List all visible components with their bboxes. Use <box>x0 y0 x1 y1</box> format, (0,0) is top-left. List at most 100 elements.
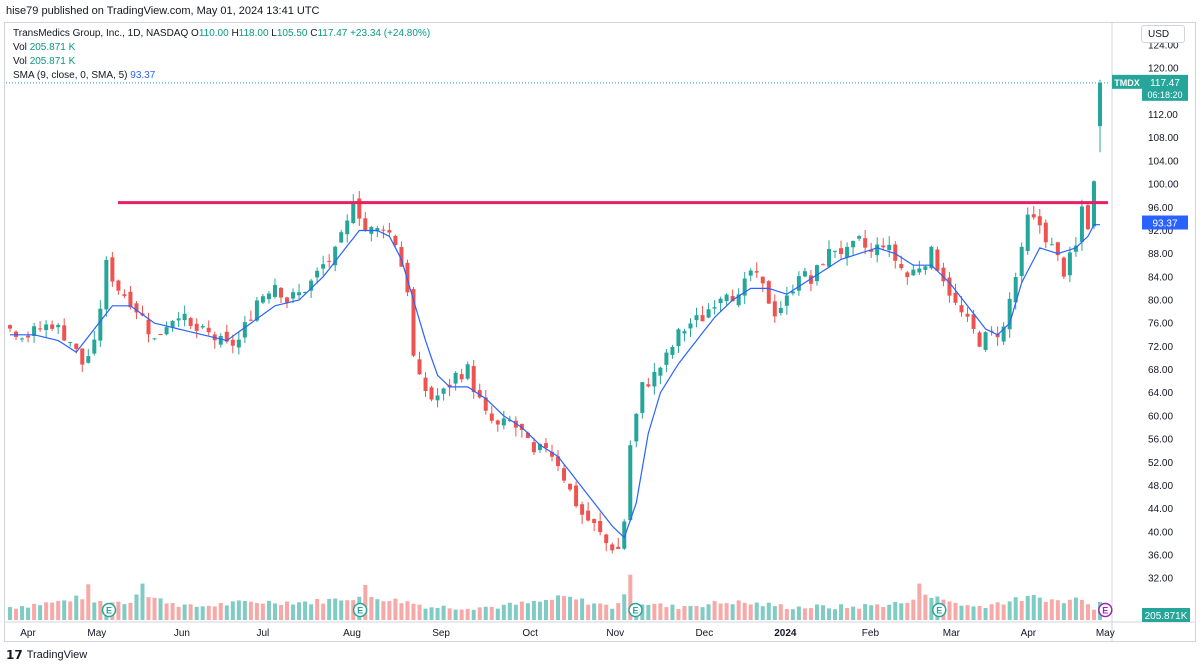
volume-bar <box>405 601 410 620</box>
candle-body <box>441 388 446 394</box>
volume-bar <box>718 603 723 620</box>
volume-bar <box>1007 601 1012 620</box>
candle-body <box>236 339 241 348</box>
volume-bar <box>381 601 386 620</box>
volume-bar <box>188 604 193 620</box>
candle-body <box>303 292 308 294</box>
candle-body <box>164 327 169 335</box>
volume-bar <box>1079 599 1084 620</box>
candle-body <box>977 332 982 347</box>
volume-bar <box>724 603 729 620</box>
candle-body <box>869 249 874 252</box>
volume-bar <box>1061 603 1066 620</box>
legend-change: +23.34 (+24.80%) <box>350 28 431 39</box>
candle-body <box>965 313 970 317</box>
y-tick-label: 88.00 <box>1148 249 1173 260</box>
y-tick-label: 108.00 <box>1148 133 1179 144</box>
last-price-value: 117.47 <box>1150 78 1180 89</box>
volume-bar <box>929 597 934 620</box>
candle-body <box>622 521 627 549</box>
candle-body <box>802 271 807 277</box>
candle-body <box>525 432 530 439</box>
volume-bar <box>863 604 868 620</box>
currency-selector[interactable]: USD <box>1141 25 1185 43</box>
legend-sma-row: SMA (9, close, 0, SMA, 5) 93.37 <box>13 69 430 83</box>
volume-bar <box>140 583 145 620</box>
candle-body <box>471 366 476 393</box>
earnings-marker-icon <box>628 602 643 618</box>
candle-body <box>556 456 561 467</box>
x-tick-label: Feb <box>862 628 880 639</box>
volume-bar <box>947 601 952 620</box>
candle-body <box>38 328 43 330</box>
candle-body <box>321 264 326 269</box>
volume-bar <box>790 609 795 620</box>
volume-bar <box>766 602 771 620</box>
x-tick-label: Apr <box>20 628 36 639</box>
volume-bar <box>586 604 591 620</box>
volume-bar <box>8 607 12 620</box>
candle-body <box>98 308 103 341</box>
y-tick-label: 92.00 <box>1148 226 1173 237</box>
candle-body <box>531 442 536 453</box>
volume-bar <box>98 600 103 620</box>
candle-body <box>863 238 868 248</box>
y-tick-label: 48.00 <box>1148 481 1173 492</box>
y-tick-label: 60.00 <box>1148 411 1173 422</box>
volume-bar <box>857 608 862 620</box>
volume-bar <box>700 607 705 620</box>
candle-body <box>616 546 621 550</box>
x-tick-label: Oct <box>522 628 538 639</box>
volume-bar <box>1031 594 1036 620</box>
candle-body <box>839 248 844 255</box>
volume-bar <box>50 602 55 620</box>
volume-bar <box>706 604 711 620</box>
candle-body <box>327 260 332 262</box>
volume-bar <box>393 598 398 620</box>
volume-bar <box>568 596 573 620</box>
candle-body <box>935 249 940 271</box>
earnings-marker-icon <box>932 602 947 618</box>
volume-bar <box>1019 600 1024 620</box>
volume-bar <box>1001 604 1006 620</box>
chart-frame <box>4 22 1196 642</box>
volume-bar <box>983 607 988 620</box>
volume-bar <box>375 599 380 620</box>
legend-volume-row-1: Vol 205.871 K <box>13 41 430 55</box>
volume-bar <box>712 601 717 620</box>
candle-body <box>116 280 121 291</box>
candle-body <box>562 468 567 481</box>
candle-body <box>917 268 922 273</box>
volume-bar <box>820 605 825 620</box>
volume-bar <box>688 606 693 620</box>
candle-body <box>851 240 856 248</box>
y-tick-label: 120.00 <box>1148 64 1179 75</box>
candle-body <box>495 420 500 425</box>
volume-bar <box>32 603 37 620</box>
volume-bar <box>658 603 663 620</box>
volume-bar <box>1043 601 1048 620</box>
sma-value-tag <box>1142 215 1188 230</box>
volume-bar <box>74 595 79 620</box>
volume-bar <box>20 606 25 620</box>
candle-body <box>706 309 711 318</box>
candle-body <box>808 275 813 284</box>
candle-body <box>86 356 91 363</box>
volume-bar <box>477 607 482 620</box>
candle-body <box>146 319 151 335</box>
volume-bar <box>869 605 874 620</box>
candle-body <box>887 244 892 250</box>
legend-high: 118.00 <box>238 28 269 39</box>
volume-bar <box>543 599 548 620</box>
volume-bar <box>1073 597 1078 620</box>
candle-body <box>218 335 223 345</box>
candle-body <box>339 232 344 243</box>
candle-body <box>772 301 777 317</box>
volume-bar <box>507 602 512 620</box>
earnings-marker-label: E <box>936 606 942 616</box>
volume-bar <box>206 605 211 620</box>
volume-bar <box>399 603 404 620</box>
legend-ohlc-row: TransMedics Group, Inc., 1D, NASDAQ O110… <box>13 27 430 41</box>
candle-body <box>748 270 753 276</box>
